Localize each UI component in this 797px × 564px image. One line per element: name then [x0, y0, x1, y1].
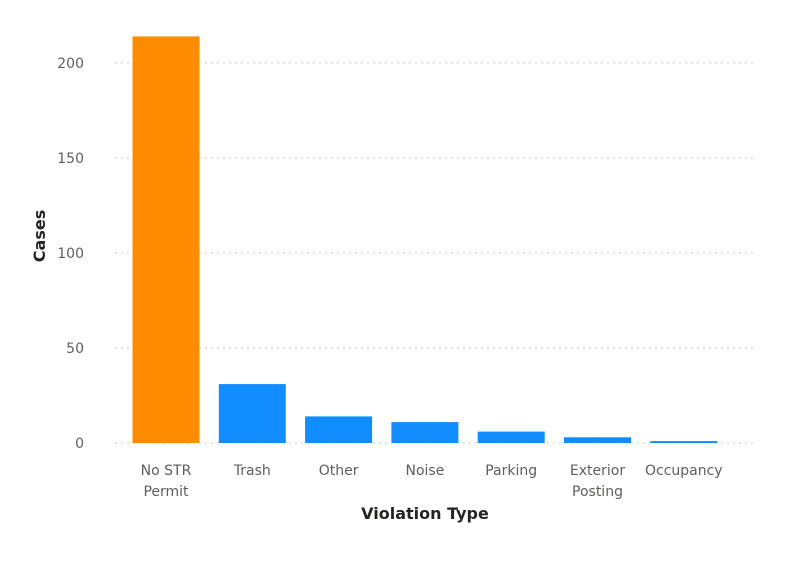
- bar[interactable]: [391, 422, 459, 443]
- x-tick-label: No STR Permit: [141, 463, 192, 500]
- y-tick-label: 150: [57, 151, 84, 167]
- x-axis-title: Violation Type: [361, 504, 489, 523]
- y-tick-label: 200: [57, 56, 84, 72]
- x-tick-label: Trash: [233, 463, 271, 479]
- bar[interactable]: [132, 36, 200, 444]
- bar[interactable]: [305, 416, 373, 443]
- bar[interactable]: [218, 384, 286, 443]
- bars: [132, 36, 718, 444]
- x-tick-label: Occupancy: [645, 463, 723, 479]
- x-tick-label: Parking: [485, 463, 537, 479]
- y-tick-label: 100: [57, 246, 84, 262]
- x-axis-ticks: No STR Permit Trash Other Noise Parking Exteri…: [141, 463, 723, 500]
- y-axis-title: Cases: [30, 210, 49, 262]
- gridlines: [115, 62, 755, 444]
- bar[interactable]: [564, 437, 631, 443]
- x-tick-label: Other: [319, 463, 359, 479]
- y-tick-label: 0: [75, 436, 84, 452]
- bar[interactable]: [477, 431, 545, 443]
- bar[interactable]: [650, 441, 718, 443]
- y-tick-label: 50: [66, 341, 84, 357]
- x-tick-label: Noise: [405, 463, 444, 479]
- x-tick-label: Exterior Posting: [570, 463, 625, 500]
- y-axis-ticks: 0 50 100 150 200: [57, 56, 84, 452]
